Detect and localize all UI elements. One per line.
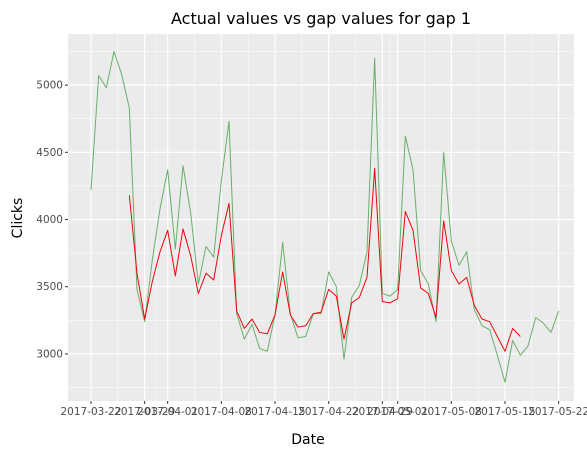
x-tick-label: 2017-05-01 xyxy=(367,406,428,418)
major-gridlines xyxy=(68,34,574,401)
plot-panel xyxy=(68,34,574,401)
x-tick-label: 2017-04-22 xyxy=(298,406,359,418)
x-tick-label: 2017-04-29 xyxy=(352,406,413,418)
series-layer xyxy=(90,50,560,383)
y-tick-label: 3000 xyxy=(36,348,63,360)
x-tick-label: 2017-05-15 xyxy=(474,406,535,418)
chart-title: Actual values vs gap values for gap 1 xyxy=(171,9,471,28)
x-tick-label: 2017-04-15 xyxy=(244,406,305,418)
y-tick-label: 4500 xyxy=(36,147,63,159)
x-axis-ticks: 2017-03-222017-03-292017-04-012017-04-08… xyxy=(60,401,587,418)
x-tick-label: 2017-03-29 xyxy=(114,406,175,418)
x-tick-label: 2017-04-01 xyxy=(137,406,198,418)
y-tick-label: 4000 xyxy=(36,214,63,226)
x-tick-label: 2017-05-08 xyxy=(421,406,482,418)
x-axis-title: Date xyxy=(291,432,324,448)
series-line-red xyxy=(128,167,521,352)
y-axis-ticks: 3000 3500 4000 4500 5000 xyxy=(36,80,68,360)
y-tick-label: 3500 xyxy=(36,281,63,293)
x-tick-label: 2017-05-22 xyxy=(528,406,587,418)
minor-gridlines xyxy=(68,34,574,401)
series-line-green xyxy=(90,50,560,383)
x-tick-label: 2017-03-22 xyxy=(60,406,121,418)
y-tick-label: 5000 xyxy=(36,80,63,92)
x-tick-label: 2017-04-08 xyxy=(191,406,252,418)
y-axis-title: Clicks xyxy=(10,198,26,239)
